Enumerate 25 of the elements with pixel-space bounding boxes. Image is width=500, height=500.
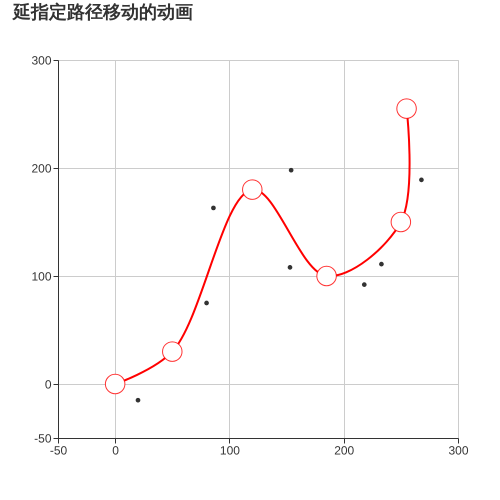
x-tick-label: 300 [448,444,469,458]
point [390,212,412,232]
point [419,178,424,182]
point [362,282,367,287]
point [288,265,292,270]
x-tick-label: 200 [334,444,355,458]
point [162,341,183,362]
point [136,398,140,403]
y-tick-label: 100 [31,270,52,284]
point [379,262,384,266]
y-tick-label: 0 [44,378,52,392]
point [204,300,209,306]
point [316,266,337,286]
point [396,98,417,119]
x-tick-label: -50 [50,444,68,458]
point [211,206,216,210]
y-tick-label: 300 [31,54,52,68]
x-tick-label: 0 [112,444,120,458]
y-tick-label: 200 [31,162,52,176]
point [104,374,126,394]
y-tick-label: -50 [34,432,52,446]
point [242,179,263,200]
point [288,168,294,172]
x-tick-label: 100 [220,444,240,458]
chart-title: 延指定路径移动的动画 [11,2,193,22]
